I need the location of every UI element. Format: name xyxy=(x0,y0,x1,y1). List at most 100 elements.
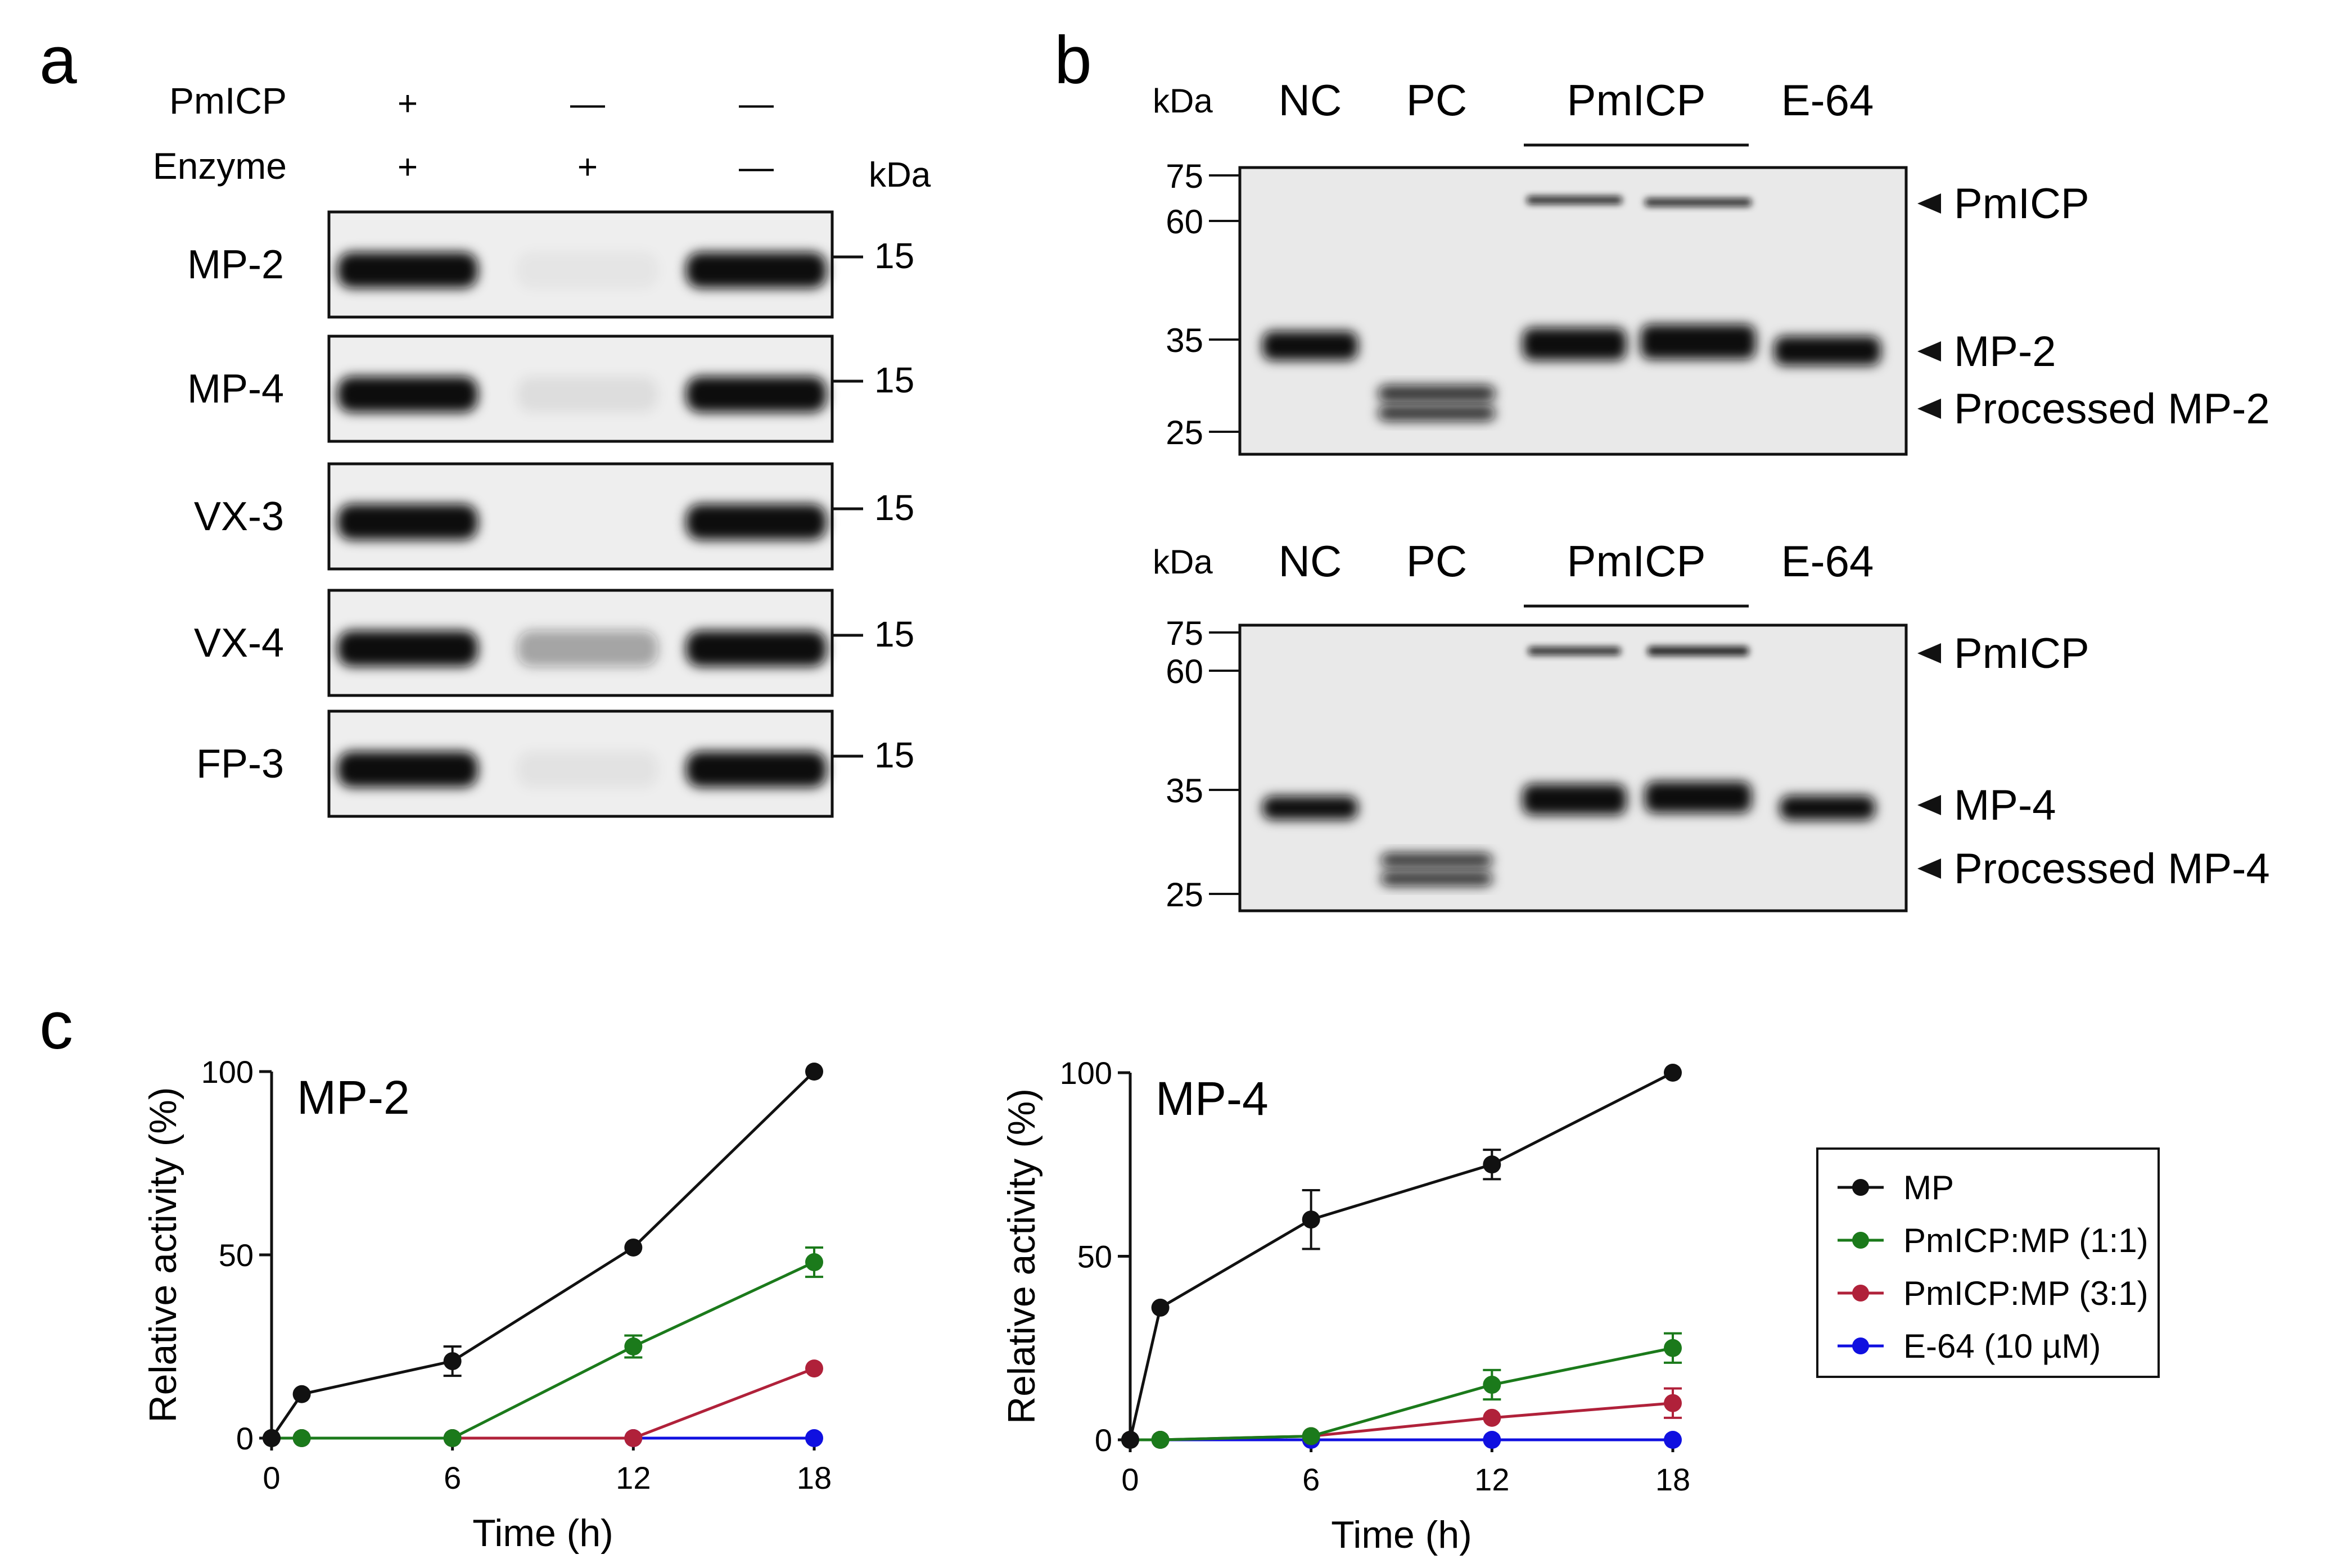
series-2 xyxy=(263,1359,823,1447)
marker-label: 60 xyxy=(1166,653,1203,690)
arrowhead-icon xyxy=(1917,193,1941,214)
gel-band xyxy=(1528,647,1621,655)
marker-label: 60 xyxy=(1166,203,1203,241)
y-tick-label: 100 xyxy=(201,1054,254,1090)
legend-item: PmICP:MP (3:1) xyxy=(1838,1275,2149,1312)
blot-name-label: VX-4 xyxy=(194,621,284,666)
lane-label: E-64 xyxy=(1781,75,1874,125)
blot-band xyxy=(337,252,478,288)
gel-band xyxy=(1380,853,1493,867)
series-1 xyxy=(1121,1332,1682,1449)
blot-row: MP-2 15 xyxy=(187,210,914,319)
gel-band xyxy=(1522,784,1627,815)
lane-label: E-64 xyxy=(1781,536,1874,586)
lane-label: PmICP xyxy=(1567,75,1705,125)
data-point xyxy=(292,1385,311,1403)
lane-label: PmICP xyxy=(1567,536,1705,586)
blot-name-label: FP-3 xyxy=(196,742,284,787)
gel-band xyxy=(1648,647,1749,656)
blot-band xyxy=(517,252,658,288)
marker-label: 75 xyxy=(1166,157,1203,195)
legend-swatch-marker xyxy=(1852,1232,1869,1249)
sign-pmicp-lane1: + xyxy=(398,84,418,123)
series-0 xyxy=(263,1063,823,1447)
legend-label: E-64 (10 µM) xyxy=(1903,1327,2101,1365)
legend-swatch-marker xyxy=(1852,1337,1869,1354)
blots-panel-a: MP-2 15 MP-4 15 VX-3 15 VX-4 15 FP-3 15 xyxy=(187,210,914,818)
blot-band xyxy=(337,630,478,667)
gel-band xyxy=(1527,196,1622,204)
gel-band xyxy=(1522,328,1627,360)
blot-band xyxy=(517,630,658,667)
marker-15-label: 15 xyxy=(874,236,914,276)
gel-band xyxy=(1640,324,1756,359)
data-point xyxy=(1151,1298,1170,1317)
blot-band xyxy=(337,504,478,540)
data-point xyxy=(1483,1155,1501,1174)
blot-row: FP-3 15 xyxy=(196,710,914,818)
data-point xyxy=(1483,1408,1501,1427)
data-point xyxy=(1483,1376,1501,1394)
arrowhead-icon xyxy=(1917,795,1941,815)
legend-item: PmICP:MP (1:1) xyxy=(1838,1222,2149,1259)
y-axis-label: Relative activity (%) xyxy=(142,1087,184,1422)
y-tick-label: 0 xyxy=(1095,1422,1112,1458)
x-tick-label: 0 xyxy=(263,1460,280,1495)
band-annotation: MP-4 xyxy=(1954,781,2056,829)
legend-label: MP xyxy=(1903,1169,1954,1206)
gel-frame xyxy=(1238,623,1908,912)
blot-name-label: MP-2 xyxy=(187,242,284,287)
marker-15-label: 15 xyxy=(874,360,914,400)
legend-swatch-marker xyxy=(1852,1179,1869,1196)
data-point xyxy=(624,1238,643,1257)
pmicp-row-label: PmICP xyxy=(169,80,287,121)
data-point xyxy=(1121,1431,1139,1449)
band-annotation: Processed MP-4 xyxy=(1954,845,2270,893)
y-tick-label: 50 xyxy=(219,1237,254,1273)
band-annotation: Processed MP-2 xyxy=(1954,385,2270,433)
blot-band xyxy=(686,252,827,288)
band-annotation: MP-2 xyxy=(1954,328,2056,376)
gel-band xyxy=(1645,198,1752,206)
marker-label: 25 xyxy=(1166,414,1203,451)
legend-label: PmICP:MP (1:1) xyxy=(1903,1222,2149,1259)
blot-row: MP-4 15 xyxy=(187,335,914,443)
gel-band xyxy=(1378,385,1496,402)
arrowhead-icon xyxy=(1917,643,1941,663)
x-tick-label: 6 xyxy=(1302,1462,1320,1497)
data-point xyxy=(1151,1431,1170,1449)
data-point xyxy=(292,1429,311,1447)
gel-band xyxy=(1262,331,1358,360)
blot-band xyxy=(337,376,478,413)
lane-label: PC xyxy=(1406,536,1467,586)
series-0 xyxy=(1121,1064,1682,1449)
blot-band xyxy=(517,751,658,788)
blot-band xyxy=(686,504,827,540)
arrowhead-icon xyxy=(1917,858,1941,879)
band-annotation: PmICP xyxy=(1954,180,2089,228)
series-line xyxy=(272,1260,815,1440)
x-tick-label: 18 xyxy=(1655,1462,1690,1497)
y-tick-label: 0 xyxy=(236,1421,254,1456)
gel-blot: kDa NC PC PmICP E-64 75 60 35 25 PmICP MP-2 Process… xyxy=(1153,75,2270,456)
blot-row: VX-4 15 xyxy=(194,589,914,697)
data-point xyxy=(805,1359,823,1378)
panel-b-label: b xyxy=(1054,22,1092,98)
sign-table: + — — + + — xyxy=(398,84,774,187)
data-point xyxy=(1483,1431,1501,1449)
x-tick-label: 18 xyxy=(797,1460,832,1495)
sign-enzyme-lane3: — xyxy=(739,148,774,187)
blot-band xyxy=(337,751,478,788)
series-line xyxy=(1130,1402,1673,1442)
data-point xyxy=(263,1429,281,1447)
data-point xyxy=(1302,1427,1320,1445)
series-line xyxy=(272,1367,815,1440)
legend-item: MP xyxy=(1838,1169,1954,1206)
lane-label: PC xyxy=(1406,75,1467,125)
blot-band xyxy=(517,376,658,413)
data-point xyxy=(1664,1431,1682,1449)
marker-label: 75 xyxy=(1166,614,1203,652)
gel-band xyxy=(1262,796,1358,820)
kda-label-b: kDa xyxy=(1153,82,1213,120)
